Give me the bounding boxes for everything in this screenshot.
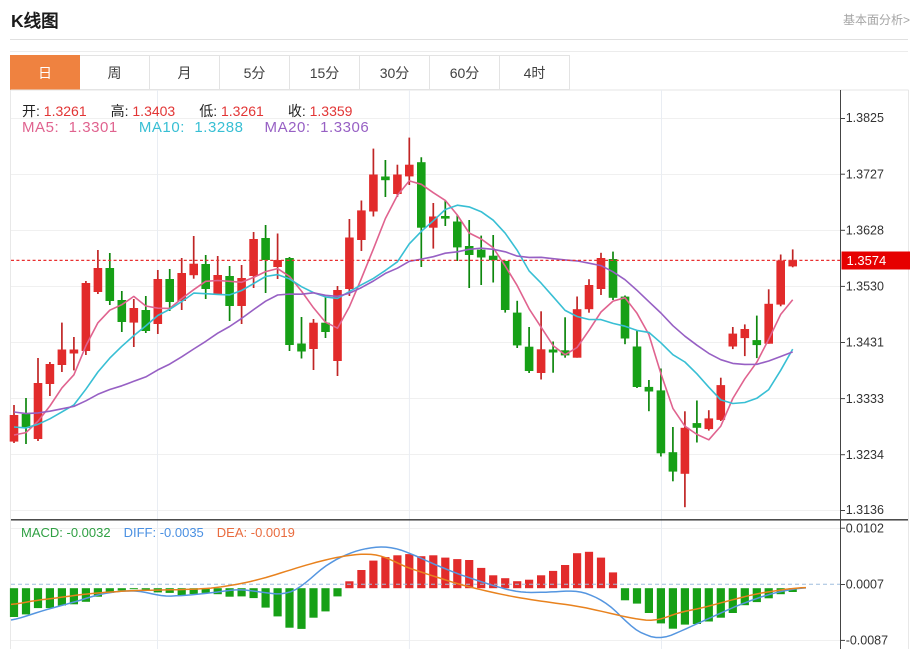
svg-text:1.3825: 1.3825 <box>846 111 884 125</box>
svg-text:1.3136: 1.3136 <box>846 503 884 517</box>
svg-text:-0.0087: -0.0087 <box>846 634 888 648</box>
svg-text:0.0007: 0.0007 <box>846 578 884 592</box>
svg-text:1.3628: 1.3628 <box>846 224 884 238</box>
svg-text:0.0102: 0.0102 <box>846 521 884 535</box>
svg-text:1.3333: 1.3333 <box>846 392 884 406</box>
svg-text:1.3530: 1.3530 <box>846 280 884 294</box>
svg-text:1.3574: 1.3574 <box>847 253 887 268</box>
svg-text:1.3431: 1.3431 <box>846 336 884 350</box>
svg-text:1.3727: 1.3727 <box>846 167 884 181</box>
svg-text:1.3234: 1.3234 <box>846 448 884 462</box>
